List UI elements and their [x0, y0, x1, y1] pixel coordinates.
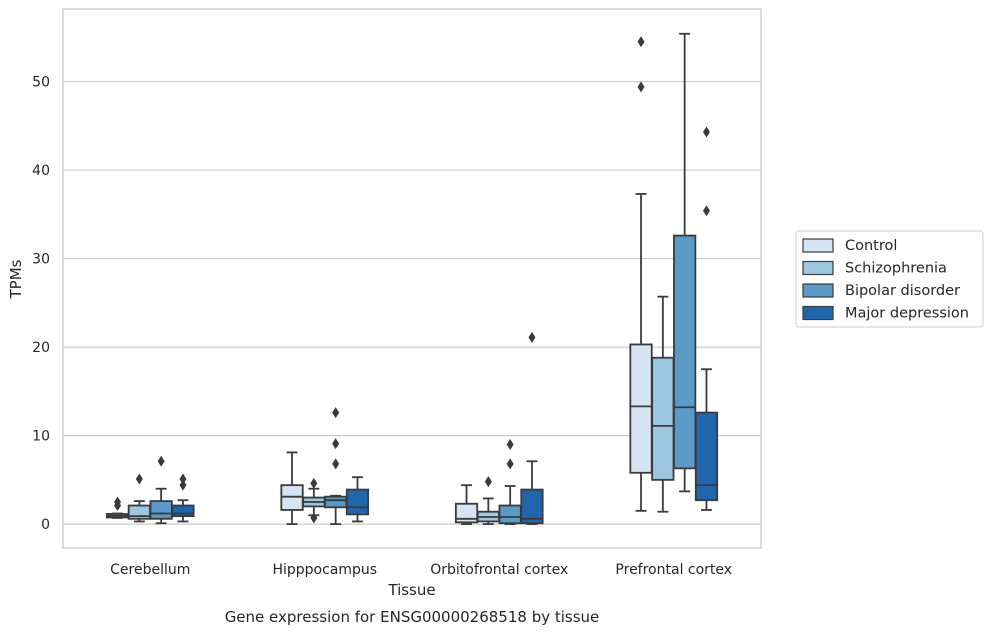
- box: [105, 496, 130, 519]
- box-series: [105, 32, 719, 526]
- box: [520, 331, 544, 526]
- box: [629, 36, 653, 512]
- box: [149, 455, 173, 525]
- y-tick-label: 20: [32, 340, 50, 356]
- legend-label: Schizophrenia: [845, 261, 947, 277]
- legend-label: Major depression: [845, 306, 969, 322]
- box: [302, 477, 326, 524]
- legend-frame: [795, 230, 984, 328]
- outlier-point: [179, 473, 187, 485]
- legend-label: Bipolar disorder: [845, 283, 960, 299]
- box: [280, 451, 304, 526]
- box: [345, 476, 370, 523]
- x-axis-ticks: Cerebellum Hipppocampus Orbitofrontal cort…: [110, 562, 732, 578]
- box-iqr: [345, 488, 370, 516]
- outlier-point: [114, 496, 122, 508]
- outlier-point: [310, 512, 318, 524]
- chart-caption: Gene expression for ENSG00000268518 by t…: [225, 608, 600, 626]
- box-iqr: [324, 495, 348, 509]
- y-axis-ticks: 0 10 20 30 40 50: [32, 75, 50, 534]
- box: [476, 476, 500, 526]
- plot-frame: [62, 8, 762, 549]
- x-tick-label: Cerebellum: [110, 562, 190, 578]
- outlier-point: [506, 438, 514, 450]
- y-tick-label: 50: [32, 75, 50, 91]
- outlier-point: [506, 458, 514, 470]
- outlier-point: [484, 476, 492, 488]
- box: [498, 438, 522, 526]
- box-iqr: [498, 504, 522, 525]
- y-tick-label: 0: [41, 517, 50, 533]
- outlier-point: [332, 407, 340, 419]
- outlier-point: [702, 205, 710, 217]
- outlier-point: [637, 81, 645, 93]
- box-iqr: [149, 500, 173, 520]
- box: [673, 32, 697, 493]
- outlier-point: [179, 479, 187, 491]
- x-tick-label: Hipppocampus: [272, 562, 377, 578]
- outlier-point: [702, 126, 710, 138]
- x-axis-label: Tissue: [387, 581, 435, 599]
- outlier-point: [157, 455, 165, 467]
- box: [454, 484, 479, 526]
- legend-swatch: [802, 283, 834, 298]
- legend-swatch: [802, 238, 834, 253]
- box: [171, 473, 195, 523]
- legend-swatch: [802, 260, 834, 276]
- x-tick-label: Orbitofrontal cortex: [430, 562, 568, 578]
- box-iqr: [520, 488, 544, 525]
- box: [324, 407, 348, 526]
- y-tick-label: 10: [32, 429, 50, 445]
- box-iqr: [651, 356, 675, 481]
- outlier-point: [135, 473, 143, 485]
- outlier-point: [332, 438, 340, 450]
- outlier-point: [528, 331, 536, 343]
- box: [651, 295, 675, 513]
- legend-swatch: [802, 305, 834, 321]
- box-iqr: [629, 343, 653, 474]
- legend-label: Control: [845, 238, 897, 254]
- legend: Control Schizophrenia Bipolar disorder Majo…: [795, 230, 984, 328]
- y-tick-label: 30: [32, 252, 50, 268]
- y-axis-label: TPMs: [7, 259, 25, 299]
- box: [694, 126, 719, 511]
- y-tick-label: 40: [32, 163, 50, 179]
- outlier-point: [637, 36, 645, 48]
- box: [127, 473, 151, 523]
- outlier-point: [310, 477, 318, 489]
- box-iqr: [171, 504, 195, 518]
- box-iqr: [673, 234, 697, 470]
- gridlines: [63, 80, 761, 525]
- x-tick-label: Prefrontal cortex: [615, 562, 732, 578]
- outlier-point: [332, 458, 340, 470]
- box-iqr: [694, 411, 719, 502]
